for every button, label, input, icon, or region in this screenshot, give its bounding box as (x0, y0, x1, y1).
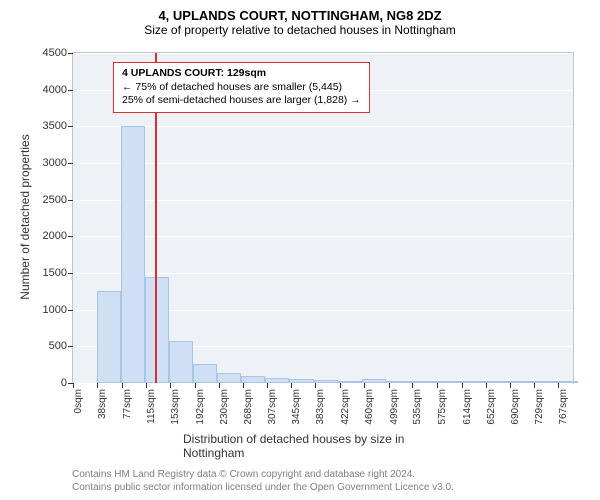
histogram-bar (241, 376, 265, 383)
gridline (73, 236, 573, 237)
footer-attribution: Contains HM Land Registry data © Crown c… (72, 468, 454, 494)
y-tick-mark (68, 310, 73, 311)
y-tick-label: 3500 (43, 120, 67, 132)
annotation-line3: 25% of semi-detached houses are larger (… (122, 94, 361, 108)
x-tick-label: 192sqm (195, 389, 206, 425)
x-tick-mark (510, 383, 511, 388)
chart-container: 4, UPLANDS COURT, NOTTINGHAM, NG8 2DZ Si… (0, 0, 600, 500)
x-tick-label: 767sqm (558, 389, 569, 425)
y-tick-label: 2000 (43, 230, 67, 242)
x-tick-mark (558, 383, 559, 388)
chart-title-primary: 4, UPLANDS COURT, NOTTINGHAM, NG8 2DZ (0, 0, 600, 23)
y-tick-label: 0 (61, 377, 67, 389)
x-tick-label: 690sqm (510, 389, 521, 425)
histogram-bar (265, 378, 289, 383)
y-tick-mark (68, 273, 73, 274)
gridline (73, 383, 573, 384)
x-tick-mark (389, 383, 390, 388)
x-axis-label: Distribution of detached houses by size … (183, 432, 461, 460)
gridline (73, 200, 573, 201)
x-tick-mark (437, 383, 438, 388)
y-tick-mark (68, 126, 73, 127)
y-tick-label: 500 (49, 340, 67, 352)
histogram-bar (289, 379, 313, 383)
x-tick-mark (267, 383, 268, 388)
x-tick-label: 499sqm (389, 389, 400, 425)
x-tick-label: 460sqm (364, 389, 375, 425)
gridline (73, 273, 573, 274)
x-tick-label: 535sqm (412, 389, 423, 425)
footer-line2: Contains public sector information licen… (72, 481, 454, 494)
x-tick-label: 345sqm (291, 389, 302, 425)
histogram-bar (169, 341, 193, 383)
x-tick-mark (122, 383, 123, 388)
x-tick-label: 230sqm (219, 389, 230, 425)
histogram-bar (362, 379, 386, 383)
x-tick-label: 115sqm (146, 389, 157, 424)
x-tick-mark (195, 383, 196, 388)
y-tick-label: 4000 (43, 84, 67, 96)
y-tick-label: 2500 (43, 194, 67, 206)
gridline (73, 163, 573, 164)
y-tick-mark (68, 346, 73, 347)
histogram-bar (314, 380, 338, 383)
histogram-bar (193, 364, 217, 383)
histogram-bar (121, 126, 145, 383)
x-tick-mark (462, 383, 463, 388)
y-tick-mark (68, 90, 73, 91)
x-tick-label: 383sqm (315, 389, 326, 425)
x-tick-label: 0sqm (73, 389, 84, 413)
x-tick-mark (412, 383, 413, 388)
x-tick-label: 307sqm (267, 389, 278, 425)
chart-title-secondary: Size of property relative to detached ho… (0, 23, 600, 37)
x-tick-mark (486, 383, 487, 388)
x-tick-mark (243, 383, 244, 388)
gridline (73, 126, 573, 127)
x-tick-label: 652sqm (486, 389, 497, 425)
x-tick-label: 77sqm (122, 389, 133, 419)
x-tick-label: 153sqm (170, 389, 181, 425)
x-tick-mark (340, 383, 341, 388)
histogram-bar (97, 291, 121, 383)
y-tick-mark (68, 53, 73, 54)
x-tick-label: 575sqm (437, 389, 448, 425)
x-tick-label: 38sqm (97, 389, 108, 419)
x-tick-label: 729sqm (534, 389, 545, 425)
annotation-line2: ← 75% of detached houses are smaller (5,… (122, 81, 361, 95)
gridline (73, 53, 573, 54)
y-tick-mark (68, 200, 73, 201)
y-tick-label: 1000 (43, 304, 67, 316)
x-tick-label: 268sqm (243, 389, 254, 425)
histogram-bar (217, 373, 241, 383)
x-tick-mark (73, 383, 74, 388)
x-tick-mark (534, 383, 535, 388)
x-tick-mark (315, 383, 316, 388)
x-tick-mark (146, 383, 147, 388)
plot-area: 0500100015002000250030003500400045000sqm… (72, 52, 574, 384)
x-tick-mark (291, 383, 292, 388)
footer-line1: Contains HM Land Registry data © Crown c… (72, 468, 454, 481)
x-tick-mark (219, 383, 220, 388)
x-tick-mark (364, 383, 365, 388)
y-tick-mark (68, 163, 73, 164)
histogram-bar (410, 381, 434, 383)
y-axis-label: Number of detached properties (18, 134, 32, 299)
x-tick-mark (170, 383, 171, 388)
y-tick-label: 4500 (43, 47, 67, 59)
y-tick-label: 1500 (43, 267, 67, 279)
x-tick-label: 422sqm (340, 389, 351, 425)
histogram-bar (145, 277, 169, 383)
y-tick-mark (68, 236, 73, 237)
annotation-box: 4 UPLANDS COURT: 129sqm ← 75% of detache… (113, 62, 370, 113)
histogram-bar (338, 381, 362, 383)
x-tick-mark (97, 383, 98, 388)
y-tick-label: 3000 (43, 157, 67, 169)
annotation-line1: 4 UPLANDS COURT: 129sqm (122, 67, 361, 81)
x-tick-label: 614sqm (462, 389, 473, 425)
